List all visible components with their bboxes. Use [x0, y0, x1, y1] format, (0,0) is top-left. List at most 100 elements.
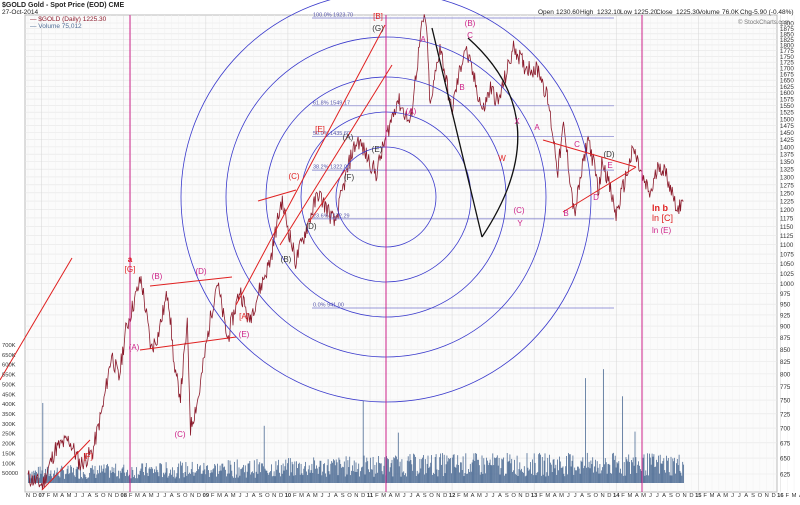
price-tick-label: 850	[780, 347, 791, 354]
volume-bar	[316, 468, 318, 483]
outlook-label: ln [C]	[652, 213, 673, 223]
volume-bar	[658, 473, 660, 483]
volume-bar	[540, 454, 541, 483]
fib-level-label: 50.0% 1435.60	[313, 131, 350, 137]
volume-bar	[511, 458, 513, 483]
volume-bar	[272, 475, 274, 483]
volume-bar	[155, 466, 157, 483]
volume-bar	[524, 476, 526, 483]
x-tick-label: O	[347, 493, 352, 499]
volume-bar	[606, 473, 608, 483]
volume-bar	[274, 476, 276, 483]
volume-bar	[479, 474, 481, 483]
volume-bar	[67, 465, 69, 483]
price-tick-label: 1850	[780, 31, 794, 38]
volume-bar	[369, 472, 370, 483]
volume-bar	[242, 467, 243, 483]
volume-bar	[532, 475, 534, 483]
volume-bar	[446, 455, 448, 483]
trend-line	[235, 24, 386, 306]
volume-bar	[59, 477, 61, 483]
x-tick-label: N	[190, 493, 194, 499]
x-tick-label: J	[656, 493, 659, 499]
volume-bar	[153, 473, 154, 483]
volume-bar	[375, 473, 377, 483]
volume-bar	[244, 472, 245, 483]
x-tick-label: F	[457, 493, 461, 499]
volume-bar	[629, 461, 630, 483]
price-tick-label: 700	[780, 426, 791, 433]
x-tick-label: O	[758, 493, 763, 499]
volume-bar	[383, 465, 385, 483]
volume-bar	[250, 474, 252, 483]
volume-bar	[557, 459, 558, 483]
volume-bar	[37, 466, 39, 483]
x-tick-label: S	[587, 493, 591, 499]
volume-bar	[210, 470, 212, 483]
volume-bar	[525, 475, 527, 483]
volume-bar	[302, 475, 304, 483]
volume-bar	[139, 470, 141, 483]
price-tick-label: 1325	[780, 167, 794, 174]
volume-bar	[311, 463, 313, 483]
volume-bar	[102, 468, 104, 483]
volume-bar	[578, 468, 580, 483]
volume-bar	[365, 462, 367, 483]
wave-label: (D)	[195, 267, 206, 276]
volume-bar	[406, 460, 408, 483]
volume-bar	[321, 475, 323, 483]
price-tick-label: 1600	[780, 90, 794, 97]
x-tick-label: M	[463, 493, 468, 499]
volume-bar	[32, 475, 34, 483]
volume-bar	[410, 460, 412, 483]
price-tick-label: 1075	[780, 252, 794, 259]
volume-bar	[170, 469, 171, 483]
price-series	[27, 14, 684, 490]
x-tick-label: D	[33, 493, 37, 499]
wave-label: [A]	[239, 312, 249, 321]
volume-bar	[505, 473, 507, 483]
volume-bar	[676, 463, 677, 483]
volume-bar	[496, 457, 497, 483]
volume-bar	[57, 473, 59, 483]
volume-bar	[415, 456, 416, 483]
volume-bar	[599, 464, 601, 483]
volume-bar	[215, 465, 216, 483]
volume-bar	[531, 473, 532, 483]
volume-bar	[122, 467, 124, 483]
volume-bar	[459, 472, 460, 483]
volume-bar	[541, 475, 542, 483]
volume-bar	[669, 475, 671, 483]
volume-bar	[89, 472, 90, 483]
volume-bar	[415, 475, 417, 483]
volume-bar	[189, 472, 190, 483]
volume-bar	[672, 458, 674, 483]
volume-bar	[458, 464, 459, 483]
x-tick-label: O	[429, 493, 434, 499]
volume-bar	[80, 467, 81, 483]
volume-legend: — Volume 75,012	[30, 23, 82, 30]
x-tick-label: S	[94, 493, 98, 499]
volume-bar	[604, 464, 605, 483]
volume-bar	[64, 474, 66, 483]
volume-bar	[534, 462, 536, 483]
volume-bar	[447, 461, 449, 483]
volume-bar	[591, 464, 593, 483]
volume-bar	[406, 476, 407, 483]
volume-bar	[584, 465, 585, 483]
volume-bar	[517, 475, 519, 483]
x-tick-label: F	[375, 493, 379, 499]
volume-bar	[29, 473, 31, 483]
volume-bar	[289, 458, 291, 483]
x-tick-label: M	[313, 493, 318, 499]
x-tick-label: J	[574, 493, 577, 499]
volume-bar	[345, 456, 347, 483]
volume-bar	[158, 476, 160, 483]
wave-label: D	[593, 193, 599, 202]
volume-bar	[194, 472, 196, 483]
fib-level-label: 23.6% 1172.29	[313, 213, 350, 219]
volume-bar	[339, 459, 341, 483]
volume-bar	[554, 468, 556, 483]
volume-bar	[193, 475, 195, 483]
volume-bar	[532, 459, 533, 483]
